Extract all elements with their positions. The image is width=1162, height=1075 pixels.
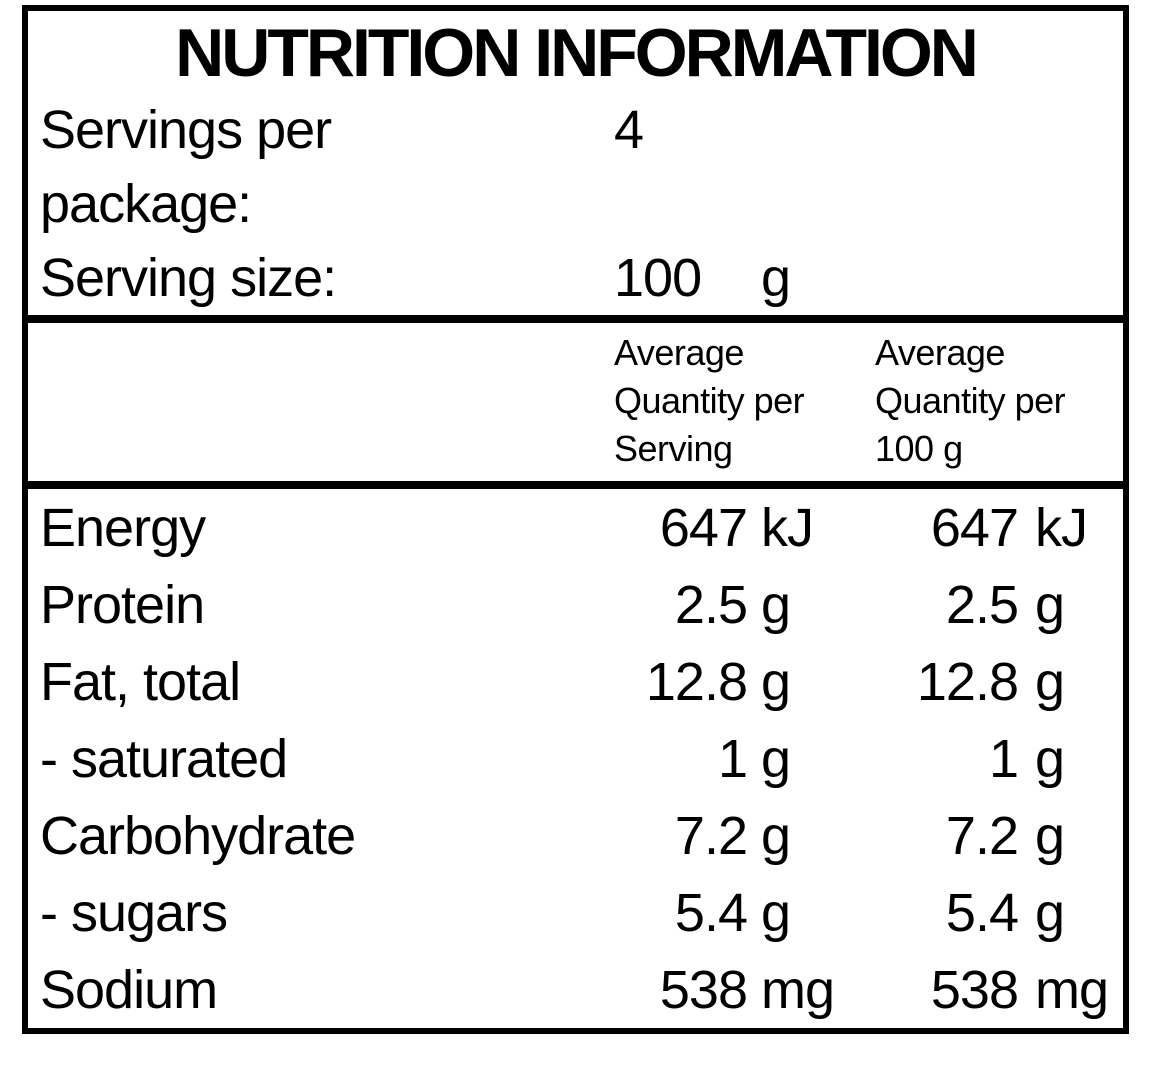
per-100g-unit: g [1035, 651, 1065, 712]
per-serving-value: 7.2 [674, 805, 748, 866]
panel-title: NUTRITION INFORMATION [175, 15, 979, 91]
per-100g-unit: g [1035, 574, 1065, 635]
nutrient-row-saturated: - saturated 1 g 1 g [28, 720, 1123, 797]
per-serving-value: 538 [659, 959, 748, 1020]
nutrient-row-protein: Protein 2.5 g 2.5 g [28, 566, 1123, 643]
nutrition-information-panel: NUTRITION INFORMATION Servings per packa… [22, 5, 1129, 1034]
servings-per-package-value: 4 [614, 100, 644, 160]
per-100g-value: 2.5 [945, 574, 1019, 635]
servings-per-package-label-line-2: package: [40, 174, 252, 234]
nutrient-name: Energy [40, 497, 206, 558]
nutrient-name: - saturated [40, 728, 288, 789]
per-100g-unit: g [1035, 805, 1065, 866]
nutrient-row-sodium: Sodium 538 mg 538 mg [28, 951, 1123, 1028]
nutrient-name: Sodium [40, 959, 218, 1020]
per-100g-value: 1 [988, 728, 1019, 789]
per-100g-value: 12.8 [916, 651, 1019, 712]
per-serving-header-line-2: Quantity per [614, 380, 805, 421]
per-100g-unit: kJ [1035, 497, 1088, 558]
nutrient-row-carbohydrate: Carbohydrate 7.2 g 7.2 g [28, 797, 1123, 874]
serving-size-row: Serving size: 100 g [28, 241, 1123, 315]
servings-per-package-row: Servings per package: 4 [28, 93, 1123, 241]
per-100g-value: 538 [930, 959, 1019, 1020]
per-100g-value: 647 [930, 497, 1019, 558]
nutrients-table: Energy 647 kJ 647 kJ Protein 2.5 g 2.5 g… [28, 489, 1123, 1028]
per-serving-unit: g [761, 728, 791, 789]
per-serving-unit: g [761, 574, 791, 635]
per-100g-header-line-3: 100 g [875, 428, 963, 469]
per-serving-value: 647 [659, 497, 748, 558]
servings-per-package-label-line-1: Servings per [40, 100, 332, 160]
per-100g-unit: g [1035, 728, 1065, 789]
per-100g-unit: g [1035, 882, 1065, 943]
serving-info-section: NUTRITION INFORMATION Servings per packa… [28, 11, 1123, 323]
servings-per-package-label: Servings per package: [28, 93, 614, 241]
column-header-row: Average Quantity per Serving Average Qua… [28, 323, 1123, 489]
per-100g-unit: mg [1035, 959, 1109, 1020]
per-serving-unit: kJ [761, 497, 814, 558]
nutrient-row-sugars: - sugars 5.4 g 5.4 g [28, 874, 1123, 951]
serving-size-unit: g [761, 248, 791, 308]
column-header-per-serving: Average Quantity per Serving [614, 329, 862, 473]
per-serving-header-line-1: Average [614, 332, 744, 373]
nutrient-name: Protein [40, 574, 205, 635]
per-serving-header-line-3: Serving [614, 428, 733, 469]
serving-size-label: Serving size: [40, 248, 337, 308]
serving-size-value: 100 [614, 248, 702, 308]
nutrient-name: Carbohydrate [40, 805, 356, 866]
nutrient-row-energy: Energy 647 kJ 647 kJ [28, 489, 1123, 566]
nutrient-row-fat-total: Fat, total 12.8 g 12.8 g [28, 643, 1123, 720]
per-100g-header-line-1: Average [875, 332, 1005, 373]
per-serving-value: 1 [717, 728, 748, 789]
per-serving-unit: g [761, 882, 791, 943]
per-serving-value: 2.5 [674, 574, 748, 635]
nutrient-name: Fat, total [40, 651, 241, 712]
per-100g-value: 7.2 [945, 805, 1019, 866]
per-serving-unit: g [761, 805, 791, 866]
per-serving-value: 12.8 [645, 651, 748, 712]
column-header-per-100g: Average Quantity per 100 g [862, 329, 1123, 473]
nutrient-name: - sugars [40, 882, 228, 943]
per-100g-value: 5.4 [945, 882, 1019, 943]
per-100g-header-line-2: Quantity per [875, 380, 1066, 421]
per-serving-unit: mg [761, 959, 835, 1020]
per-serving-value: 5.4 [674, 882, 748, 943]
per-serving-unit: g [761, 651, 791, 712]
empty-header-cell [28, 329, 614, 473]
